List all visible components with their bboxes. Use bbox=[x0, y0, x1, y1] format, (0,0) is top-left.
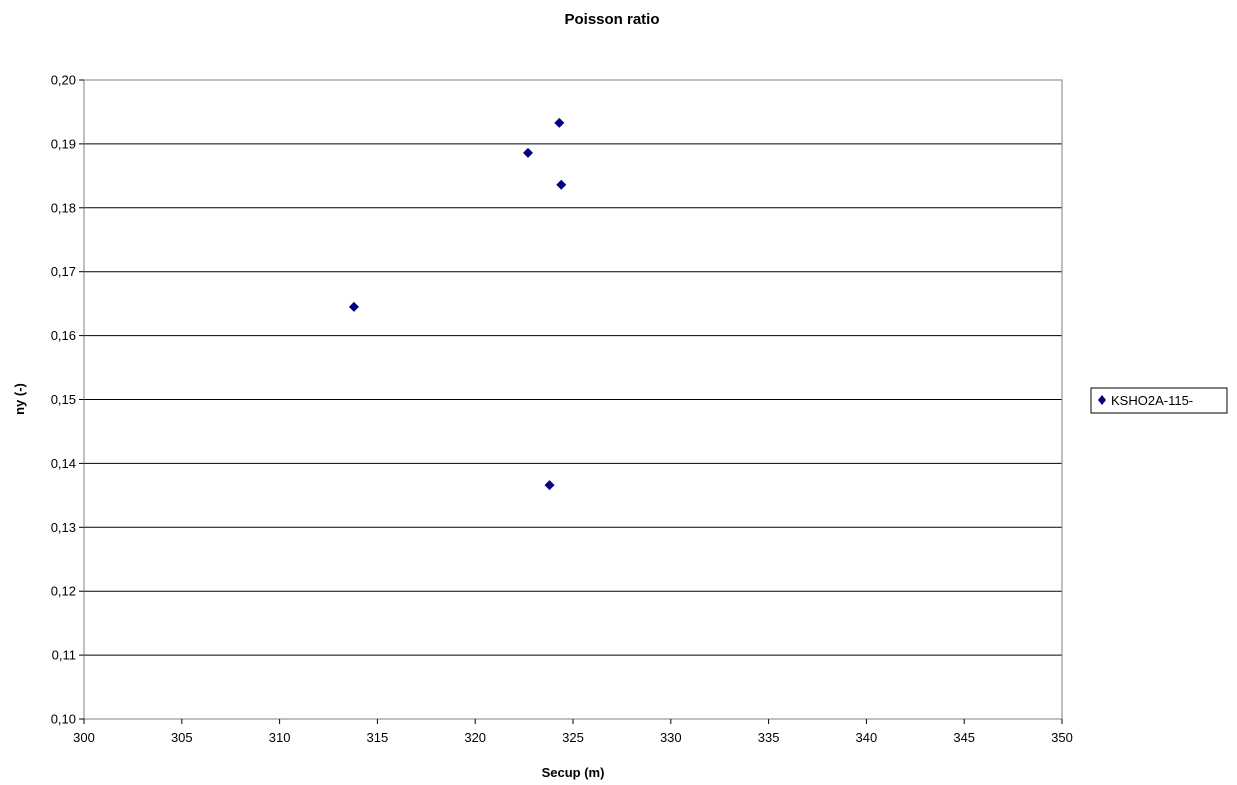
y-axis: 0,10 0,11 0,12 0,13 0,14 0,15 0,16 0,17 0,18 0,19… bbox=[51, 73, 84, 727]
data-point bbox=[348, 301, 359, 312]
data-point bbox=[544, 480, 555, 491]
x-axis: 300 305 310 315 320 325 330 335 340 345 350 bbox=[73, 719, 1073, 745]
y-tick-label: 0,12 bbox=[51, 584, 76, 599]
legend-marker-diamond-icon bbox=[1098, 395, 1106, 405]
y-tick-label: 0,18 bbox=[51, 200, 76, 215]
x-tick-label: 330 bbox=[660, 730, 682, 745]
x-tick-label: 320 bbox=[464, 730, 486, 745]
x-tick-label: 315 bbox=[367, 730, 389, 745]
x-axis-label: Secup (m) bbox=[542, 765, 605, 780]
y-axis-label: ny (-) bbox=[12, 383, 27, 415]
data-point bbox=[554, 117, 565, 128]
x-tick-label: 310 bbox=[269, 730, 291, 745]
legend-entry-label: KSHO2A-115- bbox=[1111, 393, 1193, 408]
y-tick-label: 0,20 bbox=[51, 73, 76, 88]
x-tick-label: 335 bbox=[758, 730, 780, 745]
x-tick-label: 345 bbox=[953, 730, 975, 745]
y-tick-label: 0,16 bbox=[51, 328, 76, 343]
y-tick-label: 0,19 bbox=[51, 136, 76, 151]
y-tick-label: 0,13 bbox=[51, 520, 76, 535]
grid-lines bbox=[84, 79, 1062, 656]
x-tick-label: 300 bbox=[73, 730, 95, 745]
x-tick-label: 305 bbox=[171, 730, 193, 745]
x-tick-label: 325 bbox=[562, 730, 584, 745]
y-tick-label: 0,17 bbox=[51, 264, 76, 279]
chart-title: Poisson ratio bbox=[564, 11, 659, 28]
y-tick-label: 0,11 bbox=[52, 648, 76, 663]
data-points bbox=[348, 117, 567, 491]
data-point bbox=[556, 179, 567, 190]
y-tick-label: 0,14 bbox=[51, 456, 76, 471]
y-tick-label: 0,10 bbox=[51, 712, 76, 727]
x-tick-label: 350 bbox=[1051, 730, 1073, 745]
legend: KSHO2A-115- bbox=[1090, 387, 1228, 414]
x-tick-label: 340 bbox=[856, 730, 878, 745]
legend-box bbox=[1090, 387, 1228, 414]
data-point bbox=[523, 147, 534, 158]
y-tick-label: 0,15 bbox=[51, 392, 76, 407]
